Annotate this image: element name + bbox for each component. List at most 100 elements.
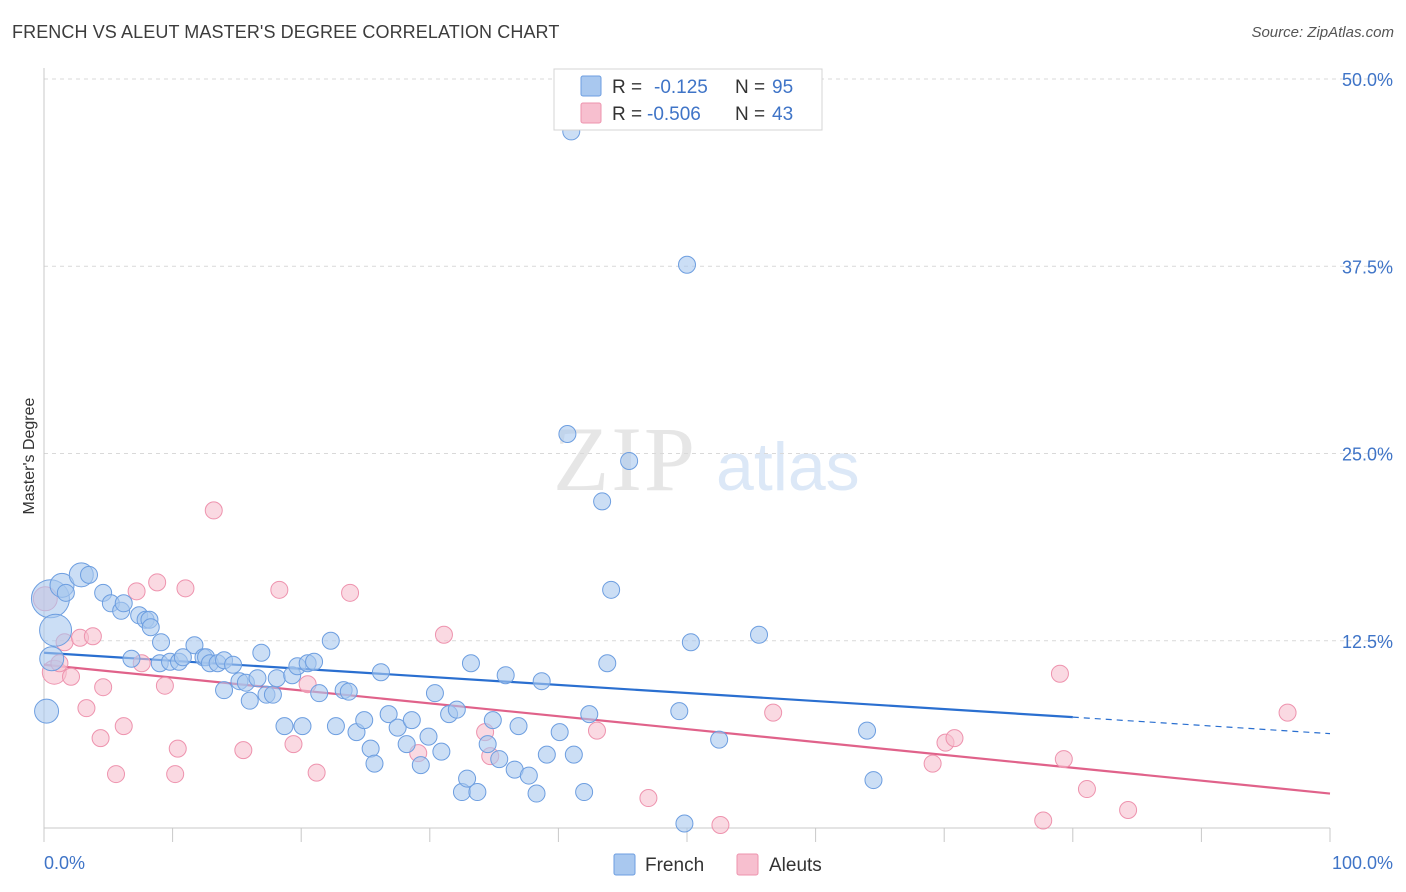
point-french-94 [858, 721, 877, 740]
point-aleut-36 [945, 729, 964, 748]
point-french-87 [620, 451, 639, 470]
point-french-17 [152, 633, 171, 652]
point-aleut-30 [587, 721, 606, 740]
legend-n-label-aleut: N = [735, 104, 765, 125]
point-french-29 [224, 655, 243, 674]
point-aleut-25 [341, 583, 360, 602]
point-french-90 [678, 255, 696, 274]
point-french-59 [419, 727, 438, 746]
point-french-32 [240, 691, 259, 710]
point-french-46 [326, 717, 345, 736]
bottom-legend-label-aleut: Aleuts [769, 855, 822, 876]
point-french-67 [468, 783, 487, 802]
point-french-41 [293, 717, 312, 736]
point-aleut-14 [148, 573, 167, 592]
point-french-70 [490, 750, 509, 769]
data-points [30, 122, 1297, 835]
point-aleut-17 [166, 765, 185, 784]
point-aleut-21 [270, 580, 289, 599]
point-french-75 [527, 784, 546, 803]
point-french-69 [483, 711, 502, 730]
y-tick-label-1: 25.0% [1342, 445, 1393, 465]
legend-swatch-aleut [580, 102, 602, 124]
trend-line-french-extension [1072, 716, 1331, 735]
point-french-74 [519, 766, 538, 785]
point-aleut-33 [764, 703, 783, 722]
point-aleut-19 [204, 501, 223, 520]
point-french-91 [681, 633, 700, 652]
point-french-34 [252, 643, 271, 662]
point-french-54 [379, 705, 398, 724]
point-french-82 [575, 783, 594, 802]
point-french-73 [509, 717, 528, 736]
point-french-68 [478, 735, 497, 754]
bottom-legend-label-french: French [645, 855, 704, 876]
point-french-3 [39, 613, 73, 647]
point-french-85 [598, 654, 617, 673]
point-aleut-22 [284, 735, 303, 754]
point-aleut-42 [1278, 703, 1297, 722]
point-aleut-10 [107, 765, 126, 784]
point-french-65 [458, 769, 477, 788]
point-aleut-24 [307, 763, 326, 782]
series-legend: French Aleuts [613, 853, 822, 876]
point-french-89 [675, 814, 694, 833]
point-aleut-11 [114, 717, 133, 736]
legend-r-value-aleut: -0.506 [647, 104, 701, 125]
point-french-56 [397, 735, 416, 754]
point-aleut-8 [91, 729, 110, 748]
legend-n-label-french: N = [735, 77, 765, 98]
point-french-93 [750, 625, 769, 644]
point-french-5 [34, 698, 60, 724]
legend-r-value-french: -0.125 [654, 77, 708, 98]
point-french-6 [56, 583, 75, 602]
point-aleut-34 [923, 754, 942, 773]
point-french-44 [310, 684, 329, 703]
legend-swatch-french [580, 75, 602, 97]
point-french-77 [537, 745, 556, 764]
point-aleut-7 [83, 627, 102, 646]
x-tick-label-min: 0.0% [44, 853, 85, 873]
point-french-79 [558, 425, 577, 444]
legend-n-value-aleut: 43 [772, 104, 793, 125]
point-french-66 [461, 654, 480, 673]
point-french-16 [122, 649, 141, 668]
grid-lines [44, 78, 1393, 642]
point-french-21 [173, 648, 192, 667]
y-tick-labels: 12.5% 25.0% 37.5% 50.0% [1342, 70, 1393, 652]
y-axis-label: Master's Degree [21, 397, 38, 514]
point-aleut-12 [127, 582, 146, 601]
point-french-63 [447, 700, 466, 719]
point-aleut-41 [1119, 801, 1138, 820]
point-french-57 [402, 711, 421, 730]
point-french-51 [361, 739, 380, 758]
point-aleut-32 [711, 816, 730, 835]
point-french-22 [185, 636, 204, 655]
x-tick-label-max: 100.0% [1332, 853, 1393, 873]
point-aleut-16 [168, 739, 187, 758]
point-aleut-9 [94, 678, 113, 697]
point-french-37 [267, 669, 286, 688]
point-french-81 [564, 745, 583, 764]
point-french-58 [411, 756, 430, 775]
point-french-33 [248, 669, 267, 688]
point-aleut-40 [1077, 780, 1096, 799]
bottom-legend-swatch-aleut [736, 853, 759, 876]
point-french-83 [580, 705, 599, 724]
y-tick-label-0: 12.5% [1342, 632, 1393, 652]
point-french-95 [864, 771, 883, 790]
point-aleut-20 [234, 741, 253, 760]
legend-r-label-french: R = [612, 77, 642, 98]
legend-n-value-french: 95 [772, 77, 793, 98]
point-french-55 [388, 718, 407, 737]
legend-r-label-aleut: R = [612, 104, 642, 125]
bottom-legend-swatch-french [613, 853, 636, 876]
point-french-36 [263, 685, 282, 704]
point-french-88 [670, 702, 689, 721]
chart-title: FRENCH VS ALEUT MASTER'S DEGREE CORRELAT… [12, 22, 560, 42]
point-french-38 [275, 717, 294, 736]
point-french-78 [550, 723, 569, 742]
y-tick-label-3: 50.0% [1342, 70, 1393, 90]
point-french-43 [305, 652, 324, 671]
